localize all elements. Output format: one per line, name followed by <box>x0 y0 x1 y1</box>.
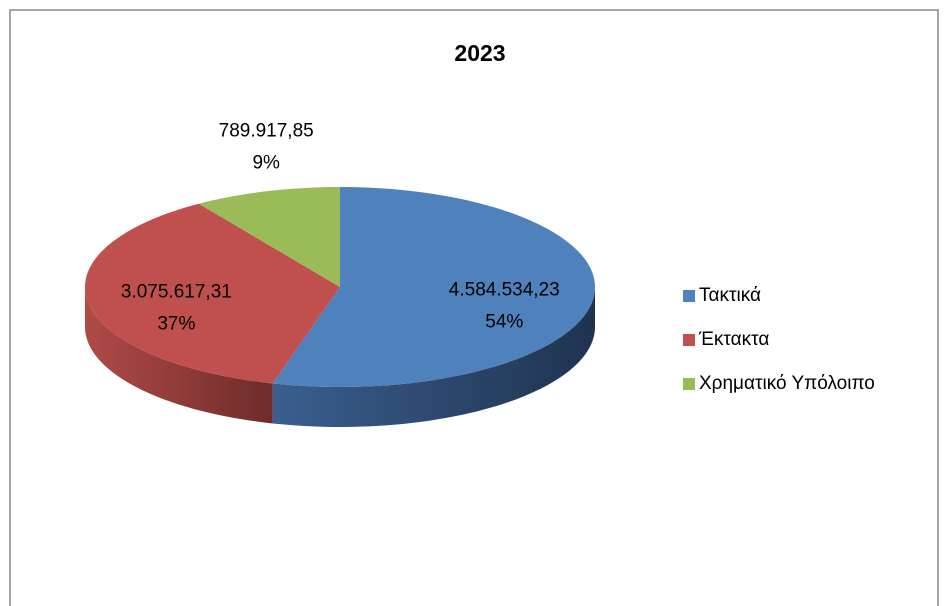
pie-slice <box>272 187 595 387</box>
pie-slice <box>198 187 340 287</box>
legend-label: Τακτικά <box>699 285 761 306</box>
data-label: 789.917,85 <box>219 120 314 141</box>
chart-title: 2023 <box>454 40 505 66</box>
legend-label: Χρηματικό Υπόλοιπο <box>699 373 875 394</box>
pie-slice <box>85 203 341 384</box>
percent-label: 37% <box>157 313 195 334</box>
pie-slice-side <box>272 287 595 427</box>
legend-swatch <box>683 290 695 302</box>
pie-slice-side <box>85 287 273 424</box>
data-label: 4.584.534,23 <box>449 280 560 301</box>
legend-swatch <box>683 378 695 390</box>
percent-label: 54% <box>485 312 523 333</box>
percent-label: 9% <box>252 152 280 173</box>
legend-swatch <box>683 334 695 346</box>
data-label: 3.075.617,31 <box>121 281 232 302</box>
legend-label: Έκτακτα <box>698 329 769 350</box>
